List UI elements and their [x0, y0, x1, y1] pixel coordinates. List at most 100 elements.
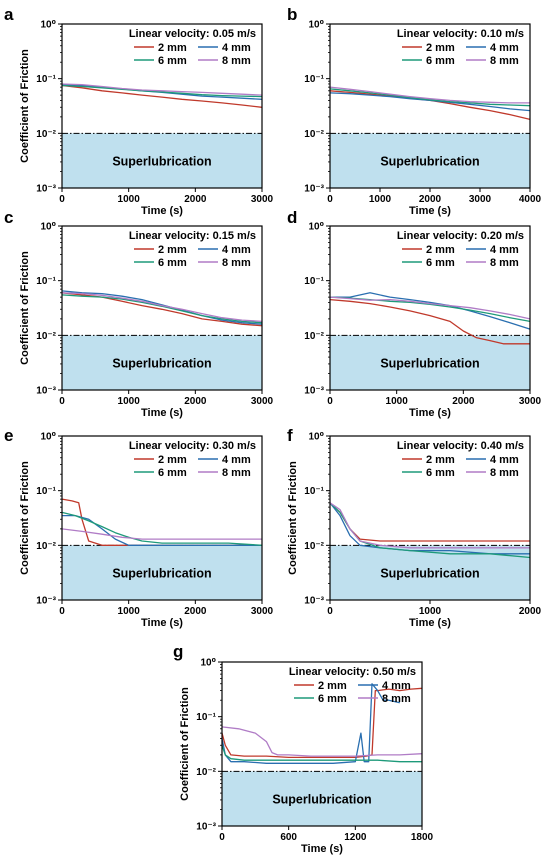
y-tick-label: 10⁰ [308, 432, 324, 443]
y-tick-label: 10⁻³ [304, 184, 324, 195]
legend-label: 8 mm [490, 467, 519, 479]
y-axis-title: Coefficient of Friction [19, 49, 31, 163]
superlubrication-region [330, 335, 530, 390]
x-tick-label: 0 [59, 194, 65, 205]
series-line-6mm [61, 294, 263, 324]
x-tick-label: 1000 [118, 606, 141, 617]
x-tick-label: 2000 [452, 396, 475, 407]
legend-label: 2 mm [158, 454, 187, 466]
x-tick-label: 0 [327, 606, 333, 617]
superlubrication-label: Superlubrication [380, 357, 479, 371]
superlubrication-label: Superlubrication [112, 155, 211, 169]
series-line-8mm [61, 528, 262, 540]
x-tick-label: 2000 [184, 396, 207, 407]
superlubrication-region [62, 545, 262, 600]
y-tick-label: 10⁰ [40, 20, 56, 31]
x-axis-title: Time (s) [141, 617, 183, 629]
legend-label: 8 mm [490, 257, 519, 269]
x-tick-label: 600 [280, 832, 297, 843]
panel-c: 10⁰ 10⁻¹ 10⁻² 10⁻³0 1000 2000 3000 Time (s) Coef… [4, 208, 274, 419]
superlubrication-label: Superlubrication [380, 155, 479, 169]
superlubrication-label: Superlubrication [380, 567, 479, 581]
velocity-label: Linear velocity: 0.20 m/s [397, 230, 524, 242]
legend-label: 6 mm [158, 467, 187, 479]
series-line-8mm [221, 726, 423, 757]
velocity-label: Linear velocity: 0.05 m/s [129, 28, 256, 40]
y-axis-title: Coefficient of Friction [19, 251, 31, 365]
y-tick-label: 10⁻³ [36, 386, 56, 397]
x-tick-label: 0 [59, 606, 65, 617]
y-axis-title: Coefficient of Friction [287, 461, 299, 575]
y-tick-label: 10⁻¹ [196, 712, 216, 723]
series-line-6mm [329, 296, 531, 323]
x-tick-label: 0 [327, 396, 333, 407]
panel-e: 10⁰ 10⁻¹ 10⁻² 10⁻³0 1000 2000 3000 Time (s) Coef… [4, 426, 274, 629]
panel-b: 10⁰ 10⁻¹ 10⁻² 10⁻³0 1000 2000 3000 4000 Time (s)… [287, 5, 542, 217]
y-tick-label: 10⁻² [36, 541, 56, 552]
series-line-2mm [221, 687, 423, 759]
series-line-8mm [329, 296, 531, 320]
panel-letter: b [287, 5, 297, 24]
legend-label: 6 mm [426, 467, 455, 479]
legend-label: 6 mm [318, 693, 347, 705]
legend-label: 2 mm [426, 42, 455, 54]
legend-label: 4 mm [222, 42, 251, 54]
y-tick-label: 10⁻² [304, 129, 324, 140]
superlubrication-region [62, 335, 262, 390]
y-tick-label: 10⁰ [308, 20, 324, 31]
legend-label: 4 mm [382, 680, 411, 692]
legend-label: 6 mm [426, 55, 455, 67]
plot-frame [61, 435, 263, 601]
legend-label: 4 mm [490, 42, 519, 54]
panel-f: 10⁰ 10⁻¹ 10⁻² 10⁻³0 1000 2000 Time (s) Coeffici… [287, 426, 542, 629]
panel-letter: e [4, 426, 13, 445]
series-line-6mm [61, 84, 263, 98]
panel-g: 10⁰ 10⁻¹ 10⁻² 10⁻³0 600 1200 1800 Time (s) Coeff… [173, 642, 434, 855]
y-tick-label: 10⁻³ [196, 822, 216, 833]
series-line-2mm [329, 298, 530, 345]
plot-frame [61, 225, 263, 391]
velocity-label: Linear velocity: 0.30 m/s [129, 440, 256, 452]
y-tick-label: 10⁻³ [304, 596, 324, 607]
y-tick-label: 10⁻² [196, 767, 216, 778]
series-line-8mm [61, 83, 263, 96]
x-tick-label: 0 [219, 832, 225, 843]
series-line-4mm [329, 92, 531, 112]
y-tick-label: 10⁻¹ [36, 276, 56, 287]
panel-letter: a [4, 5, 14, 24]
x-tick-label: 1800 [411, 832, 434, 843]
x-tick-label: 3000 [251, 396, 274, 407]
x-tick-label: 2000 [519, 606, 542, 617]
x-tick-label: 3000 [519, 396, 542, 407]
series-line-2mm [329, 502, 530, 542]
velocity-label: Linear velocity: 0.10 m/s [397, 28, 524, 40]
series-line-4mm [62, 514, 262, 546]
x-axis-title: Time (s) [409, 617, 451, 629]
y-axis-title: Coefficient of Friction [179, 687, 191, 801]
series-line-6mm [221, 745, 422, 763]
x-tick-label: 1000 [369, 194, 392, 205]
y-tick-label: 10⁰ [308, 222, 324, 233]
y-tick-label: 10⁻³ [36, 184, 56, 195]
series-line-8mm [61, 292, 263, 323]
legend-label: 2 mm [158, 244, 187, 256]
legend-label: 2 mm [426, 244, 455, 256]
y-tick-label: 10⁻¹ [304, 276, 324, 287]
y-tick-label: 10⁻³ [304, 386, 324, 397]
y-axis-title: Coefficient of Friction [19, 461, 31, 575]
legend-label: 6 mm [426, 257, 455, 269]
x-tick-label: 3000 [469, 194, 492, 205]
panel-a: 10⁰ 10⁻¹ 10⁻² 10⁻³0 1000 2000 3000 Time (s) Coef… [4, 5, 274, 217]
legend-label: 4 mm [222, 244, 251, 256]
superlubrication-label: Superlubrication [112, 567, 211, 581]
y-tick-label: 10⁻² [36, 129, 56, 140]
legend-label: 4 mm [222, 454, 251, 466]
x-tick-label: 1000 [118, 194, 141, 205]
series-line-8mm [329, 502, 530, 549]
panel-letter: d [287, 208, 297, 227]
velocity-label: Linear velocity: 0.15 m/s [129, 230, 256, 242]
x-axis-title: Time (s) [409, 407, 451, 419]
x-tick-label: 1000 [386, 396, 409, 407]
x-tick-label: 0 [327, 194, 333, 205]
legend-label: 4 mm [490, 454, 519, 466]
